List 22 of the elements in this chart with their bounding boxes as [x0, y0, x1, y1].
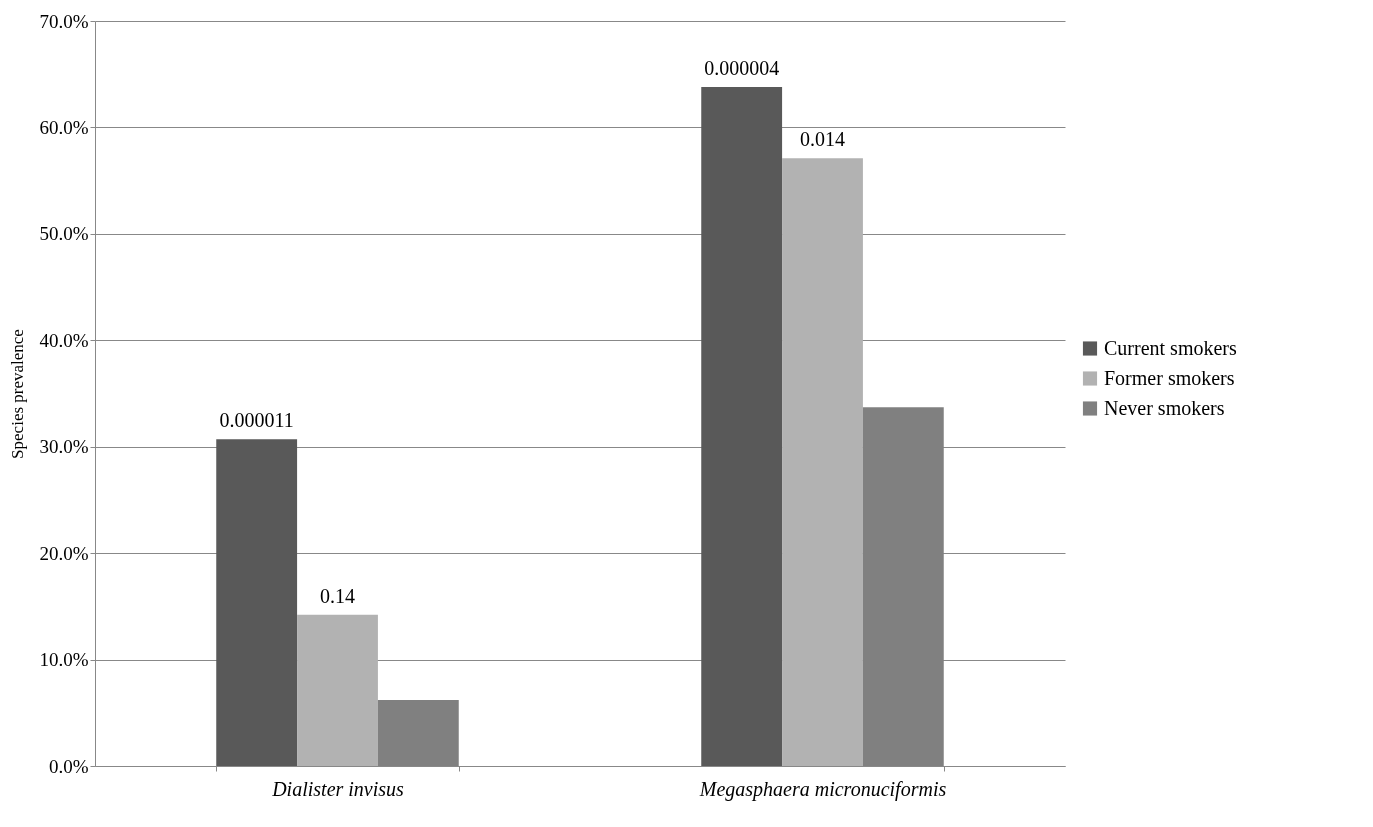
bar: [782, 158, 863, 766]
x-tick-label: Megasphaera micronuciformis: [698, 777, 947, 801]
y-tick-label: 50.0%: [39, 223, 89, 245]
x-tick-label: Dialister invisus: [271, 777, 405, 800]
y-tick-label: 20.0%: [39, 542, 89, 564]
y-axis-title: Species prevalence: [8, 329, 28, 459]
annotation: 0.014: [800, 128, 845, 151]
y-tick-label: 0.0%: [48, 755, 89, 777]
legend-label: Former smokers: [1104, 366, 1235, 389]
annotation: 0.14: [320, 584, 355, 607]
annotation: 0.000011: [219, 409, 294, 432]
bar: [297, 614, 378, 766]
legend-label: Current smokers: [1104, 336, 1237, 359]
y-tick-label: 10.0%: [39, 649, 89, 671]
y-tick-label: 60.0%: [39, 116, 89, 138]
bar: [216, 439, 298, 766]
y-tick-label: 30.0%: [39, 436, 89, 458]
legend-label: Never smokers: [1104, 396, 1225, 419]
bar: [701, 86, 783, 766]
y-tick-label: 70.0%: [39, 10, 89, 32]
annotation: 0.000004: [704, 56, 780, 79]
y-tick-label: 40.0%: [39, 329, 89, 351]
